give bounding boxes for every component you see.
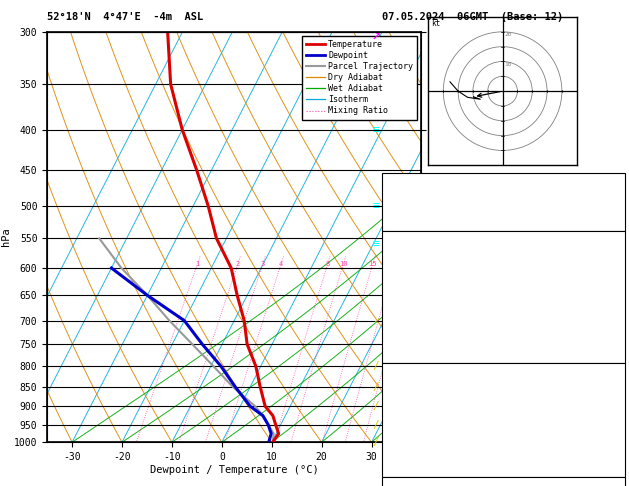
Text: PW (cm): PW (cm) xyxy=(386,217,424,226)
Text: 2: 2 xyxy=(615,426,621,434)
Text: kt: kt xyxy=(431,19,441,28)
Text: 48: 48 xyxy=(610,198,621,207)
Text: 10: 10 xyxy=(504,62,511,67)
Text: 925: 925 xyxy=(604,389,621,398)
Text: θₑ(K): θₑ(K) xyxy=(386,294,413,302)
Text: CAPE (J): CAPE (J) xyxy=(386,444,429,453)
Text: 2: 2 xyxy=(236,261,240,267)
Text: Pressure (mb): Pressure (mb) xyxy=(386,389,456,398)
Text: 0: 0 xyxy=(615,349,621,358)
Text: 9.4: 9.4 xyxy=(604,275,621,284)
Text: 0: 0 xyxy=(615,330,621,339)
Text: CAPE (J): CAPE (J) xyxy=(386,330,429,339)
Text: Hodograph: Hodograph xyxy=(479,484,528,486)
Text: K: K xyxy=(386,180,392,189)
Y-axis label: km
ASL: km ASL xyxy=(450,229,469,245)
Text: /: / xyxy=(373,382,379,392)
Text: Totals Totals: Totals Totals xyxy=(386,198,456,207)
Text: /: / xyxy=(373,361,379,371)
Text: 7: 7 xyxy=(615,312,621,321)
Text: CIN (J): CIN (J) xyxy=(386,463,424,471)
Y-axis label: hPa: hPa xyxy=(1,227,11,246)
Text: /: / xyxy=(373,420,379,430)
Text: CIN (J): CIN (J) xyxy=(386,349,424,358)
Legend: Temperature, Dewpoint, Parcel Trajectory, Dry Adiabat, Wet Adiabat, Isotherm, Mi: Temperature, Dewpoint, Parcel Trajectory… xyxy=(303,36,417,120)
Text: 52°18'N  4°47'E  -4m  ASL: 52°18'N 4°47'E -4m ASL xyxy=(47,12,203,22)
Text: 2.14: 2.14 xyxy=(599,217,621,226)
Text: /: / xyxy=(373,401,379,411)
Text: ≡: ≡ xyxy=(373,240,379,249)
Text: Lifted Index: Lifted Index xyxy=(386,312,451,321)
Text: © weatheronline.co.uk: © weatheronline.co.uk xyxy=(451,469,556,479)
Text: 25: 25 xyxy=(610,180,621,189)
Text: 309: 309 xyxy=(604,407,621,416)
Text: 20: 20 xyxy=(390,261,399,267)
Text: ≡: ≡ xyxy=(373,201,379,211)
Text: θₑ (K): θₑ (K) xyxy=(386,407,418,416)
Text: ✓: ✓ xyxy=(373,315,379,326)
Text: 1: 1 xyxy=(195,261,199,267)
Text: 15: 15 xyxy=(369,261,377,267)
Text: Most Unstable: Most Unstable xyxy=(469,370,538,379)
Text: 07.05.2024  06GMT  (Base: 12): 07.05.2024 06GMT (Base: 12) xyxy=(382,12,563,22)
X-axis label: Dewpoint / Temperature (°C): Dewpoint / Temperature (°C) xyxy=(150,465,319,475)
Text: 0: 0 xyxy=(615,463,621,471)
Text: 302: 302 xyxy=(604,294,621,302)
Text: 3: 3 xyxy=(260,261,265,267)
Text: 20: 20 xyxy=(504,32,511,37)
Text: /: / xyxy=(373,437,379,447)
Text: 10: 10 xyxy=(339,261,348,267)
Text: ≡: ≡ xyxy=(373,125,379,135)
Text: 10.2: 10.2 xyxy=(599,257,621,265)
Text: 0: 0 xyxy=(615,444,621,453)
Text: 4: 4 xyxy=(279,261,283,267)
Text: 8: 8 xyxy=(325,261,330,267)
Text: Surface: Surface xyxy=(485,238,522,247)
Text: Lifted Index: Lifted Index xyxy=(386,426,451,434)
Text: Dewp (°C): Dewp (°C) xyxy=(386,275,435,284)
Text: 25: 25 xyxy=(407,261,416,267)
Text: ↗: ↗ xyxy=(372,27,381,41)
Text: Temp (°C): Temp (°C) xyxy=(386,257,435,265)
